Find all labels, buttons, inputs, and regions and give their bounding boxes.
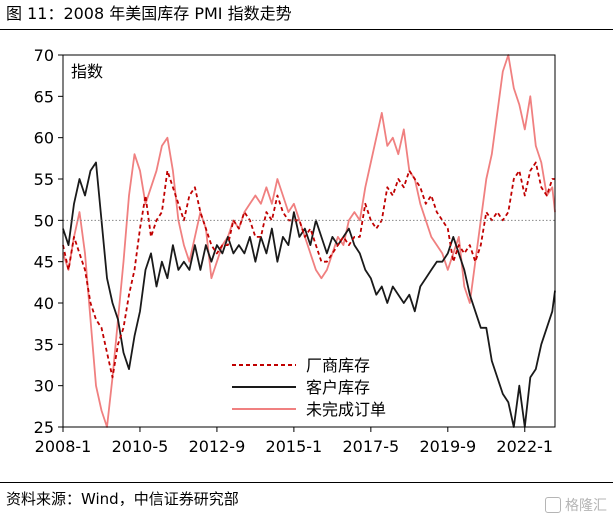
- y-axis-label: 指数: [71, 62, 103, 81]
- series-line-1: [62, 161, 556, 428]
- series-line-2: [62, 54, 556, 428]
- y-tick-label: 65: [34, 87, 54, 106]
- watermark-logo-icon: [545, 497, 561, 513]
- x-tick-label: 2010-5: [112, 437, 169, 456]
- x-tick-label: 2019-9: [419, 437, 476, 456]
- x-tick-label: 2012-9: [189, 437, 246, 456]
- watermark: 格隆汇: [545, 495, 607, 515]
- legend-label-2: 未完成订单: [306, 400, 386, 419]
- y-tick-label: 50: [34, 211, 54, 230]
- watermark-text: 格隆汇: [565, 498, 607, 514]
- figure-title: 图 11：2008 年美国库存 PMI 指数走势: [6, 4, 292, 23]
- title-rule: [0, 29, 613, 30]
- x-tick-label: 2022-1: [496, 437, 553, 456]
- source-note: 资料来源：Wind，中信证券研究部: [6, 490, 239, 508]
- y-tick-label: 25: [34, 418, 54, 437]
- x-tick-label: 2017-5: [343, 437, 400, 456]
- plot-frame: [62, 54, 556, 428]
- y-axis-ticks: 25 30 35 40 45 50 55 60 65 70: [34, 46, 63, 437]
- y-tick-label: 40: [34, 294, 54, 313]
- x-tick-label: 2008-1: [35, 437, 92, 456]
- x-axis-ticks: 2008-1 2010-5 2012-9 2015-1 2017-5 2019-9 2022…: [35, 427, 553, 456]
- y-tick-label: 55: [34, 170, 54, 189]
- y-tick-label: 35: [34, 335, 54, 354]
- y-tick-label: 70: [34, 46, 54, 65]
- y-tick-label: 30: [34, 377, 54, 396]
- legend-label-0: 厂商库存: [306, 356, 370, 375]
- bottom-rule: [0, 482, 613, 483]
- series-layer: [62, 54, 556, 428]
- legend-label-1: 客户库存: [306, 378, 370, 397]
- series-line-0: [62, 161, 555, 379]
- y-tick-label: 60: [34, 129, 54, 148]
- y-tick-label: 45: [34, 253, 54, 272]
- x-tick-label: 2015-1: [266, 437, 323, 456]
